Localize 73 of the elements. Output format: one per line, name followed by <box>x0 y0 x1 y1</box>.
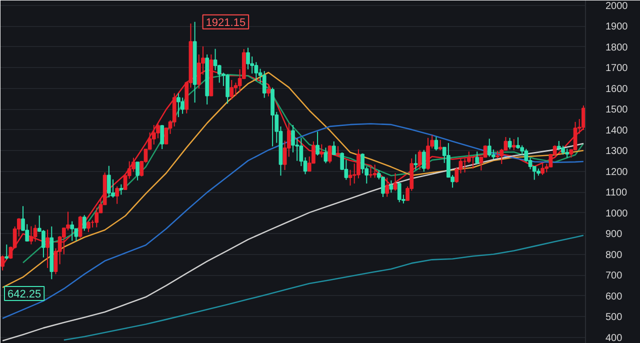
candlestick <box>226 74 230 104</box>
candlestick <box>70 220 74 242</box>
candlestick <box>29 226 34 245</box>
candlestick <box>368 166 373 178</box>
y-tick-label: 400 <box>606 332 623 343</box>
candlestick <box>508 137 512 150</box>
y-tick-label: 1800 <box>606 42 628 54</box>
y-tick-label: 1200 <box>606 166 628 178</box>
candlestick <box>320 144 324 158</box>
candlestick <box>115 186 120 204</box>
candlestick <box>316 131 320 156</box>
candlestick <box>385 177 390 198</box>
y-tick-label: 700 <box>606 270 623 282</box>
candlestick <box>180 97 184 114</box>
candlestick <box>136 162 140 181</box>
y-tick-label: 500 <box>606 312 623 324</box>
annotation: 1921.15 <box>206 16 246 29</box>
candlestick <box>82 214 86 232</box>
candlestick <box>397 182 402 203</box>
candlestick <box>573 121 578 151</box>
candlestick <box>332 140 336 156</box>
candlestick <box>512 138 516 151</box>
candlestick <box>106 165 111 198</box>
candlestick <box>540 162 544 176</box>
candlestick <box>78 215 82 238</box>
candlestick <box>230 79 234 100</box>
candlestick <box>414 154 418 170</box>
candlestick <box>389 180 394 194</box>
line-series <box>2 123 584 320</box>
candlestick <box>328 144 332 164</box>
candlestick <box>422 149 426 172</box>
candlestick <box>86 220 90 233</box>
candlestick <box>74 228 78 242</box>
y-tick-label: 1500 <box>606 104 628 116</box>
candlestick <box>160 124 164 150</box>
y-tick-label: 1400 <box>606 125 628 136</box>
y-tick-label: 1300 <box>606 146 628 158</box>
y-tick-label: 600 <box>606 291 623 302</box>
candlestick <box>4 244 9 260</box>
candlestick <box>246 47 250 70</box>
y-tick-label: 1700 <box>606 63 628 74</box>
candlestick <box>234 82 238 96</box>
candlestick <box>438 139 442 151</box>
candlestick <box>426 137 430 170</box>
candlestick <box>475 151 480 165</box>
candlestick <box>348 169 352 186</box>
candlestick <box>119 184 124 196</box>
candlestick <box>254 62 258 82</box>
annotation: 642.25 <box>8 288 42 300</box>
candlestick <box>94 207 99 228</box>
line-series <box>63 234 584 341</box>
y-tick-label: 1000 <box>606 208 628 220</box>
candlestick <box>262 70 266 98</box>
candlestick <box>418 150 422 170</box>
candlestick <box>393 172 398 192</box>
candlestick <box>33 224 38 242</box>
y-tick-label: 1100 <box>606 188 628 199</box>
candlestick <box>434 136 438 152</box>
candlestick <box>266 84 270 97</box>
candlestick <box>372 164 377 178</box>
candlestick <box>213 48 218 71</box>
candlestick <box>176 92 180 118</box>
y-tick-label: 1600 <box>606 84 628 95</box>
y-tick-label: 2000 <box>606 0 628 12</box>
candlestick <box>324 147 328 164</box>
candlestick <box>556 140 561 151</box>
candlestick <box>565 148 570 158</box>
y-tick-label: 800 <box>606 250 623 261</box>
candlestick <box>336 146 340 158</box>
candlestick <box>46 229 50 268</box>
y-tick-label: 1900 <box>606 22 628 33</box>
candlestick <box>487 138 492 158</box>
y-tick-label: 900 <box>606 229 623 240</box>
